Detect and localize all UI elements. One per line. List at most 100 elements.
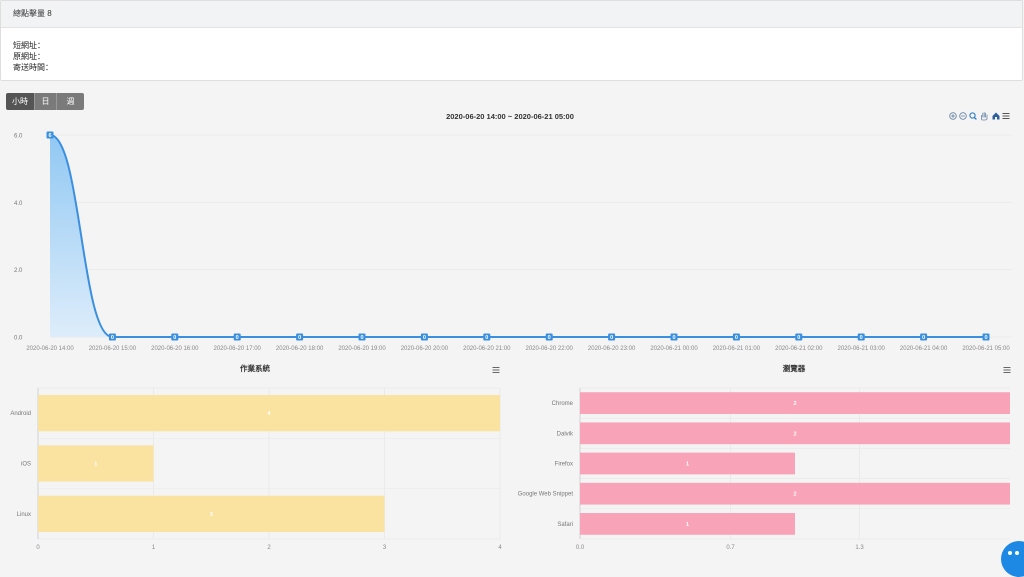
bar-value-label: 2 bbox=[793, 401, 796, 407]
clicks-area-fill bbox=[50, 135, 986, 337]
bar-value-label: 4 bbox=[267, 411, 271, 417]
line-data-point[interactable]: 0 bbox=[296, 333, 304, 342]
line-data-label: 0 bbox=[548, 335, 551, 341]
chat-widget-button[interactable] bbox=[1001, 541, 1024, 577]
os-menu-icon[interactable] bbox=[492, 367, 500, 373]
line-data-point[interactable]: 0 bbox=[358, 333, 366, 342]
bar-category-label: Android bbox=[10, 411, 31, 417]
line-x-tick-label: 2020-06-21 00:00 bbox=[650, 346, 698, 352]
bar-category-label: Linux bbox=[17, 512, 31, 518]
bar-value-label: 2 bbox=[793, 431, 796, 437]
zoom-out-icon[interactable] bbox=[959, 112, 967, 120]
line-data-point[interactable]: 0 bbox=[545, 333, 553, 342]
line-data-label: 0 bbox=[922, 335, 925, 341]
magnify-icon[interactable] bbox=[969, 112, 977, 120]
line-x-tick-label: 2020-06-20 22:00 bbox=[526, 346, 574, 352]
bar-x-tick-label: 2 bbox=[267, 545, 271, 551]
pan-hand-icon[interactable] bbox=[981, 112, 988, 121]
line-data-point[interactable]: 0 bbox=[108, 333, 116, 342]
os-chart: 作業系統 0 1 2 3 4 Android 4 iOS 1 Linux 3 bbox=[10, 363, 502, 551]
total-clicks-title: 總點擊量 8 bbox=[1, 1, 1022, 28]
line-data-label: 0 bbox=[797, 335, 800, 341]
line-data-label: 0 bbox=[298, 335, 301, 341]
line-x-tick-label: 2020-06-20 18:00 bbox=[276, 346, 324, 352]
bar-google-web-snippet[interactable] bbox=[580, 482, 1010, 505]
bar-value-label: 1 bbox=[686, 522, 689, 528]
line-data-label: 0 bbox=[423, 335, 426, 341]
bar-ios[interactable] bbox=[38, 445, 154, 482]
line-x-tick-label: 2020-06-21 05:00 bbox=[962, 346, 1010, 352]
browser-chart-title: 瀏覽器 bbox=[782, 363, 806, 373]
line-data-label: 0 bbox=[984, 335, 987, 341]
range-day-button[interactable]: 日 bbox=[35, 93, 56, 110]
range-hour-button[interactable]: 小時 bbox=[6, 93, 34, 110]
bar-category-label: Google Web Snippet bbox=[518, 492, 574, 498]
sent-time-label: 寄送時間： bbox=[13, 63, 53, 72]
line-x-tick-label: 2020-06-20 15:00 bbox=[89, 346, 137, 352]
line-data-label: 0 bbox=[860, 335, 863, 341]
line-data-point[interactable]: 0 bbox=[982, 333, 990, 342]
line-data-label: 6 bbox=[48, 133, 51, 139]
line-data-label: 0 bbox=[236, 335, 239, 341]
line-data-label: 0 bbox=[111, 335, 114, 341]
line-x-tick-label: 2020-06-20 16:00 bbox=[151, 346, 199, 352]
line-data-point[interactable]: 0 bbox=[420, 333, 428, 342]
line-x-tick-label: 2020-06-20 19:00 bbox=[338, 346, 386, 352]
chart-toolbar bbox=[949, 112, 1010, 121]
home-icon[interactable] bbox=[992, 112, 1000, 120]
bar-x-tick-label: 4 bbox=[498, 545, 502, 551]
browser-chart: 瀏覽器 0.0 0.7 1.3 Chrome 2 Dalvik 2 Firefox 1 Googl… bbox=[518, 363, 1011, 551]
line-data-point[interactable]: 0 bbox=[857, 333, 865, 342]
line-x-tick-label: 2020-06-20 21:00 bbox=[463, 346, 511, 352]
line-data-label: 0 bbox=[485, 335, 488, 341]
os-chart-title: 作業系統 bbox=[240, 363, 270, 373]
line-data-point[interactable]: 0 bbox=[795, 333, 803, 342]
range-button-group: 小時 日 週 bbox=[6, 93, 84, 110]
bar-category-label: Firefox bbox=[555, 462, 573, 468]
bar-firefox[interactable] bbox=[580, 452, 795, 475]
bar-category-label: Chrome bbox=[552, 401, 574, 407]
bar-x-tick-label: 0.7 bbox=[726, 545, 735, 551]
line-x-tick-label: 2020-06-20 23:00 bbox=[588, 346, 636, 352]
line-data-point[interactable]: 0 bbox=[732, 333, 740, 342]
bar-x-tick-label: 1 bbox=[152, 545, 156, 551]
bar-category-label: Safari bbox=[557, 522, 573, 528]
summary-card: 總點擊量 8 短網址： 原網址： 寄送時間： bbox=[0, 0, 1023, 81]
bar-value-label: 1 bbox=[94, 462, 97, 468]
bar-x-tick-label: 0 bbox=[36, 545, 40, 551]
line-y-tick-label: 2.0 bbox=[14, 268, 23, 274]
line-data-point[interactable]: 0 bbox=[920, 333, 928, 342]
bar-category-label: Dalvik bbox=[557, 431, 574, 437]
bar-value-label: 2 bbox=[793, 492, 796, 498]
line-data-point[interactable]: 0 bbox=[608, 333, 616, 342]
line-x-tick-label: 2020-06-21 03:00 bbox=[838, 346, 886, 352]
hourly-clicks-chart: 2020-06-20 14:00 ~ 2020-06-21 05:00 0.0 2… bbox=[14, 112, 1012, 352]
bar-dalvik[interactable] bbox=[580, 422, 1010, 445]
zoom-in-icon[interactable] bbox=[949, 112, 957, 120]
bar-x-tick-label: 3 bbox=[383, 545, 387, 551]
line-y-tick-label: 0.0 bbox=[14, 336, 23, 342]
clicks-series-line bbox=[49, 134, 986, 338]
line-data-point[interactable]: 0 bbox=[171, 333, 179, 342]
line-y-tick-label: 4.0 bbox=[14, 201, 23, 207]
line-data-label: 0 bbox=[735, 335, 738, 341]
line-data-point[interactable]: 0 bbox=[670, 333, 678, 342]
bar-safari[interactable] bbox=[580, 513, 795, 535]
line-y-tick-label: 6.0 bbox=[14, 134, 23, 140]
line-data-point[interactable]: 0 bbox=[233, 333, 241, 342]
bar-value-label: 1 bbox=[686, 462, 689, 468]
line-data-point[interactable]: 0 bbox=[483, 333, 491, 342]
line-data-point[interactable]: 6 bbox=[46, 131, 54, 140]
range-week-button[interactable]: 週 bbox=[57, 93, 84, 110]
bar-chrome[interactable] bbox=[580, 392, 1010, 414]
bar-linux[interactable] bbox=[38, 495, 385, 532]
bar-android[interactable] bbox=[38, 395, 500, 432]
menu-icon[interactable] bbox=[1002, 113, 1010, 119]
browser-menu-icon[interactable] bbox=[1003, 367, 1011, 373]
line-x-tick-label: 2020-06-21 01:00 bbox=[713, 346, 761, 352]
line-data-label: 0 bbox=[360, 335, 363, 341]
link-info: 短網址： 原網址： 寄送時間： bbox=[1, 28, 1022, 73]
line-chart-title: 2020-06-20 14:00 ~ 2020-06-21 05:00 bbox=[446, 112, 574, 121]
bar-value-label: 3 bbox=[210, 512, 213, 518]
line-x-tick-label: 2020-06-20 17:00 bbox=[214, 346, 262, 352]
